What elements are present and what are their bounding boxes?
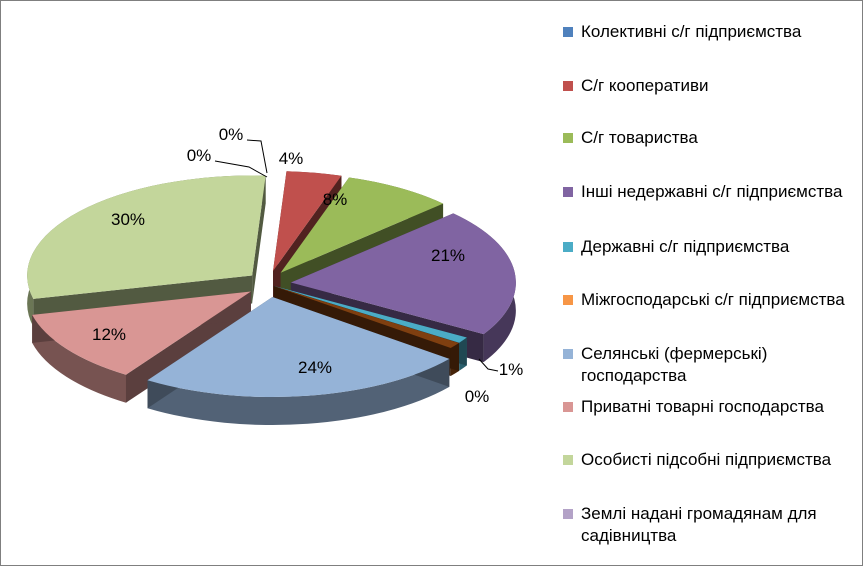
data-label: 24% — [298, 358, 332, 377]
legend-swatch — [563, 133, 573, 143]
leader-line — [478, 358, 499, 372]
data-label: 0% — [219, 125, 244, 144]
legend-swatch — [563, 509, 573, 519]
data-label: 30% — [111, 210, 145, 229]
legend-swatch — [563, 27, 573, 37]
pie-slice — [147, 297, 450, 398]
data-label: 8% — [323, 190, 348, 209]
leader-line — [214, 160, 268, 178]
pie-slice-side — [32, 314, 126, 403]
data-label: 4% — [279, 149, 304, 168]
legend-swatch — [563, 242, 573, 252]
legend-swatch — [563, 295, 573, 305]
pie-slice-side — [147, 358, 450, 426]
legend-swatch — [563, 81, 573, 91]
data-label: 21% — [431, 246, 465, 265]
legend-label: С/г кооперативи — [581, 76, 709, 95]
pie-slice — [32, 291, 251, 375]
legend-label: Державні с/г підприємства — [581, 237, 790, 256]
data-label: 12% — [92, 325, 126, 344]
legend-swatch — [563, 349, 573, 359]
data-label: 0% — [465, 387, 490, 406]
data-label: 0% — [187, 146, 212, 165]
legend-label: Особисті підсобні підприємства — [581, 450, 832, 469]
legend-label: Інші недержавні с/г підприємства — [581, 182, 843, 201]
legend-label: Колективні с/г підприємства — [581, 22, 802, 41]
legend-swatch — [563, 187, 573, 197]
pie-slice — [273, 171, 342, 272]
legend-label: Приватні товарні господарства — [581, 397, 824, 416]
pie-slice-wall — [252, 175, 266, 304]
legend-swatch — [563, 402, 573, 412]
pie-slice — [27, 175, 266, 299]
legend-label: Селянські (фермерські) господарства — [581, 344, 768, 385]
legend-label: С/г товариства — [581, 128, 698, 147]
pie-slice — [273, 286, 459, 348]
leader-line — [246, 139, 268, 174]
pie-slice — [280, 177, 444, 273]
legend-label: Землі надані громадянам для садівництва — [581, 504, 817, 545]
pie-chart: 0% 4% 8% 21% 1% 0% 24% 12% 30% 0% — [27, 125, 524, 426]
legend-swatch — [563, 455, 573, 465]
legend-label: Міжгосподарські с/г підприємства — [581, 290, 845, 309]
pie-slice — [290, 213, 516, 335]
data-label: 1% — [499, 360, 524, 379]
pie-slice — [274, 285, 467, 343]
